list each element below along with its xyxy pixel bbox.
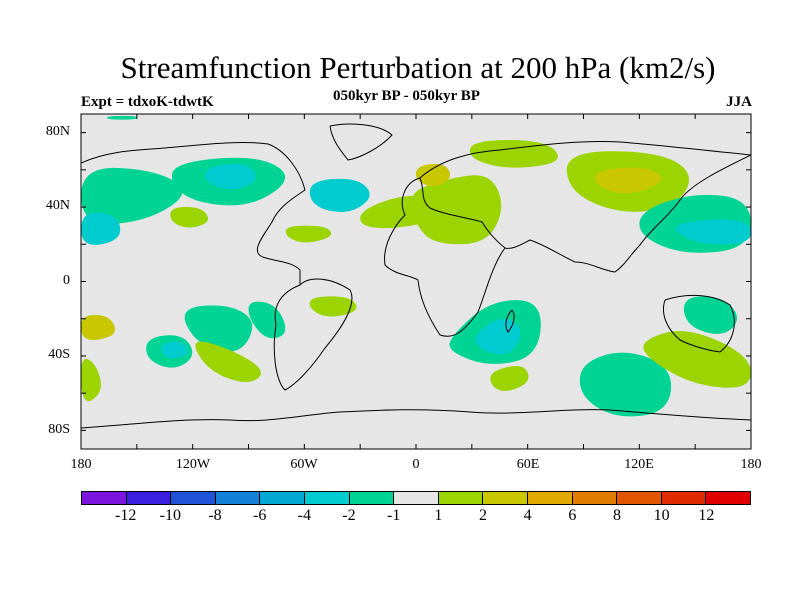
lon-label-180e: 180 [740, 457, 762, 472]
coastline-europe-africa [384, 177, 506, 337]
colorbar-cell [126, 492, 172, 504]
anomaly-region-17 [717, 225, 751, 237]
colorbar-label: -12 [114, 507, 137, 524]
anomaly-region-8 [285, 225, 332, 243]
lat-label-equator: 0 [63, 273, 70, 288]
anomaly-region-31 [683, 296, 738, 334]
anomaly-region-3 [205, 163, 256, 190]
lon-label-0: 0 [412, 457, 420, 472]
colorbar [81, 491, 751, 505]
coastline-asia-east [504, 154, 751, 273]
colorbar-label: -2 [342, 507, 356, 524]
colorbar-cell [215, 492, 261, 504]
coastline-antarctica [81, 409, 751, 429]
lon-label-180w: 180 [70, 457, 92, 472]
coastline-south-america [273, 278, 353, 391]
colorbar-label: -4 [297, 507, 311, 524]
lat-label-40s: 40S [48, 347, 70, 362]
anomaly-region-7 [170, 207, 208, 228]
colorbar-label: -1 [386, 507, 401, 524]
anomaly-region-19 [81, 315, 115, 340]
colorbar-label: 12 [698, 507, 715, 524]
anomaly-region-23 [195, 341, 261, 382]
colorbar-cell [572, 492, 618, 504]
season-label: JJA [726, 94, 752, 110]
anomaly-region-32 [643, 331, 751, 388]
lon-label-60e: 60E [516, 457, 540, 472]
anomaly-region-11 [416, 163, 451, 187]
colorbar-cell [394, 492, 439, 504]
colorbar-label: -8 [208, 507, 222, 524]
map-title: Streamfunction Perturbation at 200 hPa (… [120, 50, 716, 85]
anomaly-region-1 [81, 212, 121, 245]
anomaly-region-5 [309, 178, 370, 212]
colorbar-label: -10 [159, 507, 181, 524]
colorbar-label: -6 [252, 507, 267, 524]
colorbar-label: 6 [568, 507, 577, 524]
colorbar-cell [82, 492, 127, 504]
lat-label-40n: 40N [45, 198, 70, 213]
colorbar-cell [304, 492, 350, 504]
anomaly-region-0 [81, 167, 183, 224]
colorbar-label: 4 [523, 507, 532, 524]
colorbar-cell [661, 492, 707, 504]
colorbar-label: 8 [613, 507, 621, 524]
anomaly-region-22 [184, 305, 253, 352]
anomaly-region-21 [161, 341, 188, 359]
anomaly-region-10 [410, 175, 502, 245]
colorbar-label: 10 [653, 507, 670, 524]
anomaly-region-25 [309, 296, 357, 317]
colorbar-label: 1 [434, 507, 443, 524]
anomaly-region-29 [490, 366, 529, 391]
colorbar-cell [527, 492, 573, 504]
colorbar-cell [349, 492, 395, 504]
colorbar-cell [706, 492, 750, 504]
lat-label-80s: 80S [48, 422, 70, 437]
coastline-madagascar [505, 309, 515, 333]
anomaly-region-16 [675, 219, 751, 245]
coastline-australia [663, 295, 735, 353]
colorbar-cell [260, 492, 305, 504]
lon-label-120w: 120W [175, 457, 211, 472]
coastline-greenland [329, 123, 393, 161]
colorbar-cell [483, 492, 528, 504]
colorbar-cell [171, 492, 216, 504]
lon-label-60w: 60W [290, 457, 318, 472]
anomaly-region-26 [81, 359, 101, 402]
lon-label-120e: 120E [624, 457, 654, 472]
colorbar-label: 2 [479, 507, 487, 524]
anomaly-region-28 [475, 318, 521, 355]
anomaly-region-24 [248, 301, 286, 339]
coastline-eurasia-north [419, 141, 751, 179]
anomaly-region-12 [469, 140, 558, 168]
colorbar-cell [438, 492, 484, 504]
lat-label-80n: 80N [45, 124, 70, 139]
anomaly-region-14 [595, 167, 662, 194]
time-range-label: 050kyr BP - 050kyr BP [333, 88, 480, 104]
coastline-north-america [81, 142, 306, 285]
experiment-label: Expt = tdxoK-tdwtK [81, 94, 214, 110]
anomaly-region-30 [579, 352, 672, 417]
anomaly-region-6 [107, 115, 137, 120]
colorbar-cell [617, 492, 662, 504]
